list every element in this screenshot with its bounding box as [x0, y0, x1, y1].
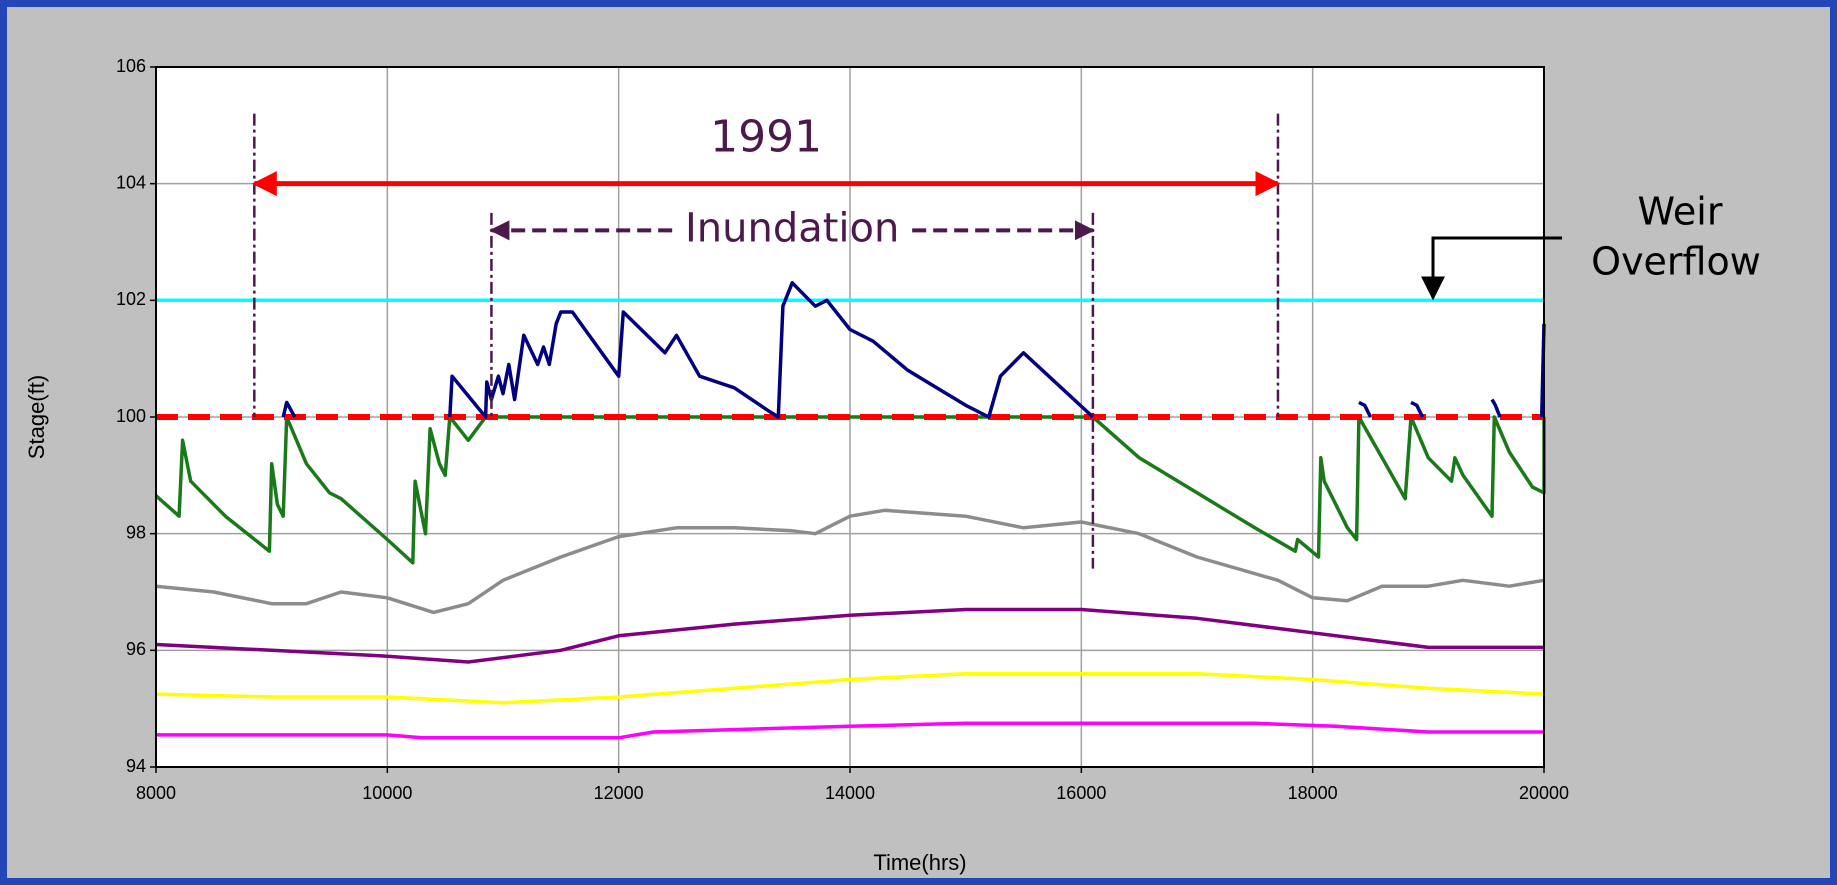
y-tick-label: 96	[126, 639, 146, 659]
x-tick-label: 14000	[825, 783, 875, 803]
annotation-text: Inundation	[685, 205, 899, 251]
y-tick-label: 106	[116, 56, 146, 76]
y-tick-label: 98	[126, 522, 146, 542]
callout-text: Overflow	[1591, 240, 1761, 284]
series-line	[155, 671, 1545, 705]
x-tick-label: 10000	[362, 783, 412, 803]
x-tick-label: 8000	[136, 783, 176, 803]
x-tick-label: 18000	[1288, 783, 1338, 803]
series-line	[281, 281, 1546, 419]
ticks: 94 96 98 100 102 104 106 8000 10000 12000 14000 160…	[116, 56, 1569, 803]
x-tick-label: 12000	[594, 783, 644, 803]
y-tick-label: 102	[116, 289, 146, 309]
x-tick-label: 16000	[1056, 783, 1106, 803]
series-line	[155, 508, 1545, 615]
x-axis-label: Time(hrs)	[873, 850, 966, 875]
y-tick-label: 94	[126, 756, 146, 776]
callout-arrow	[1421, 236, 1562, 301]
callout-text: Weir	[1638, 190, 1723, 234]
y-tick-label: 100	[116, 406, 146, 426]
y-tick-label: 104	[116, 172, 146, 192]
annotation-text: 1991	[710, 112, 822, 163]
lines	[154, 281, 1546, 740]
y-axis-label: Stage(ft)	[24, 375, 49, 459]
x-tick-label: 20000	[1519, 783, 1569, 803]
series-line	[156, 721, 1544, 740]
annotations: 1991 Inundation	[251, 112, 1281, 569]
series-line	[155, 607, 1544, 664]
